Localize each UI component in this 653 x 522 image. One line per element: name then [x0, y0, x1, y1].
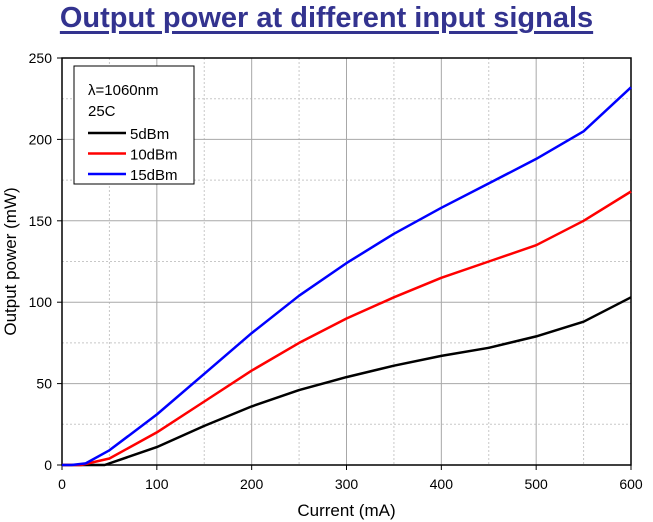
plot-frame: [61, 57, 632, 466]
x-tick-label: 300: [335, 476, 359, 492]
legend-label: 10dBm: [130, 147, 178, 164]
y-tick-label: 0: [44, 457, 52, 473]
chart-title: Output power at different input signals: [0, 2, 653, 35]
series-line-15dBm: [62, 86, 632, 467]
y-tick-label: 250: [29, 50, 53, 66]
y-tick-label: 100: [29, 294, 53, 310]
x-tick-label: 200: [240, 476, 264, 492]
x-tick-label: 500: [524, 476, 548, 492]
x-tick-label: 0: [58, 476, 66, 492]
x-tick-label: 600: [619, 476, 643, 492]
legend-label: 5dBm: [130, 126, 169, 143]
y-tick-label: 150: [29, 213, 53, 229]
y-axis-label: Output power (mW): [1, 187, 20, 335]
y-tick-label: 200: [29, 131, 53, 147]
legend-box: [73, 65, 195, 185]
legend-label: 15dBm: [130, 167, 178, 184]
x-axis-label: Current (mA): [297, 501, 395, 520]
x-tick-label: 100: [145, 476, 169, 492]
series-line-10dBm: [62, 190, 632, 467]
chart-title-text: Output power at different input signals: [59, 2, 594, 34]
series-line-5dBm: [62, 296, 632, 467]
x-tick-label: 400: [430, 476, 454, 492]
legend-annotation: λ=1060nm: [88, 82, 158, 99]
legend-annotation: 25C: [88, 103, 116, 120]
y-tick-label: 50: [36, 376, 52, 392]
